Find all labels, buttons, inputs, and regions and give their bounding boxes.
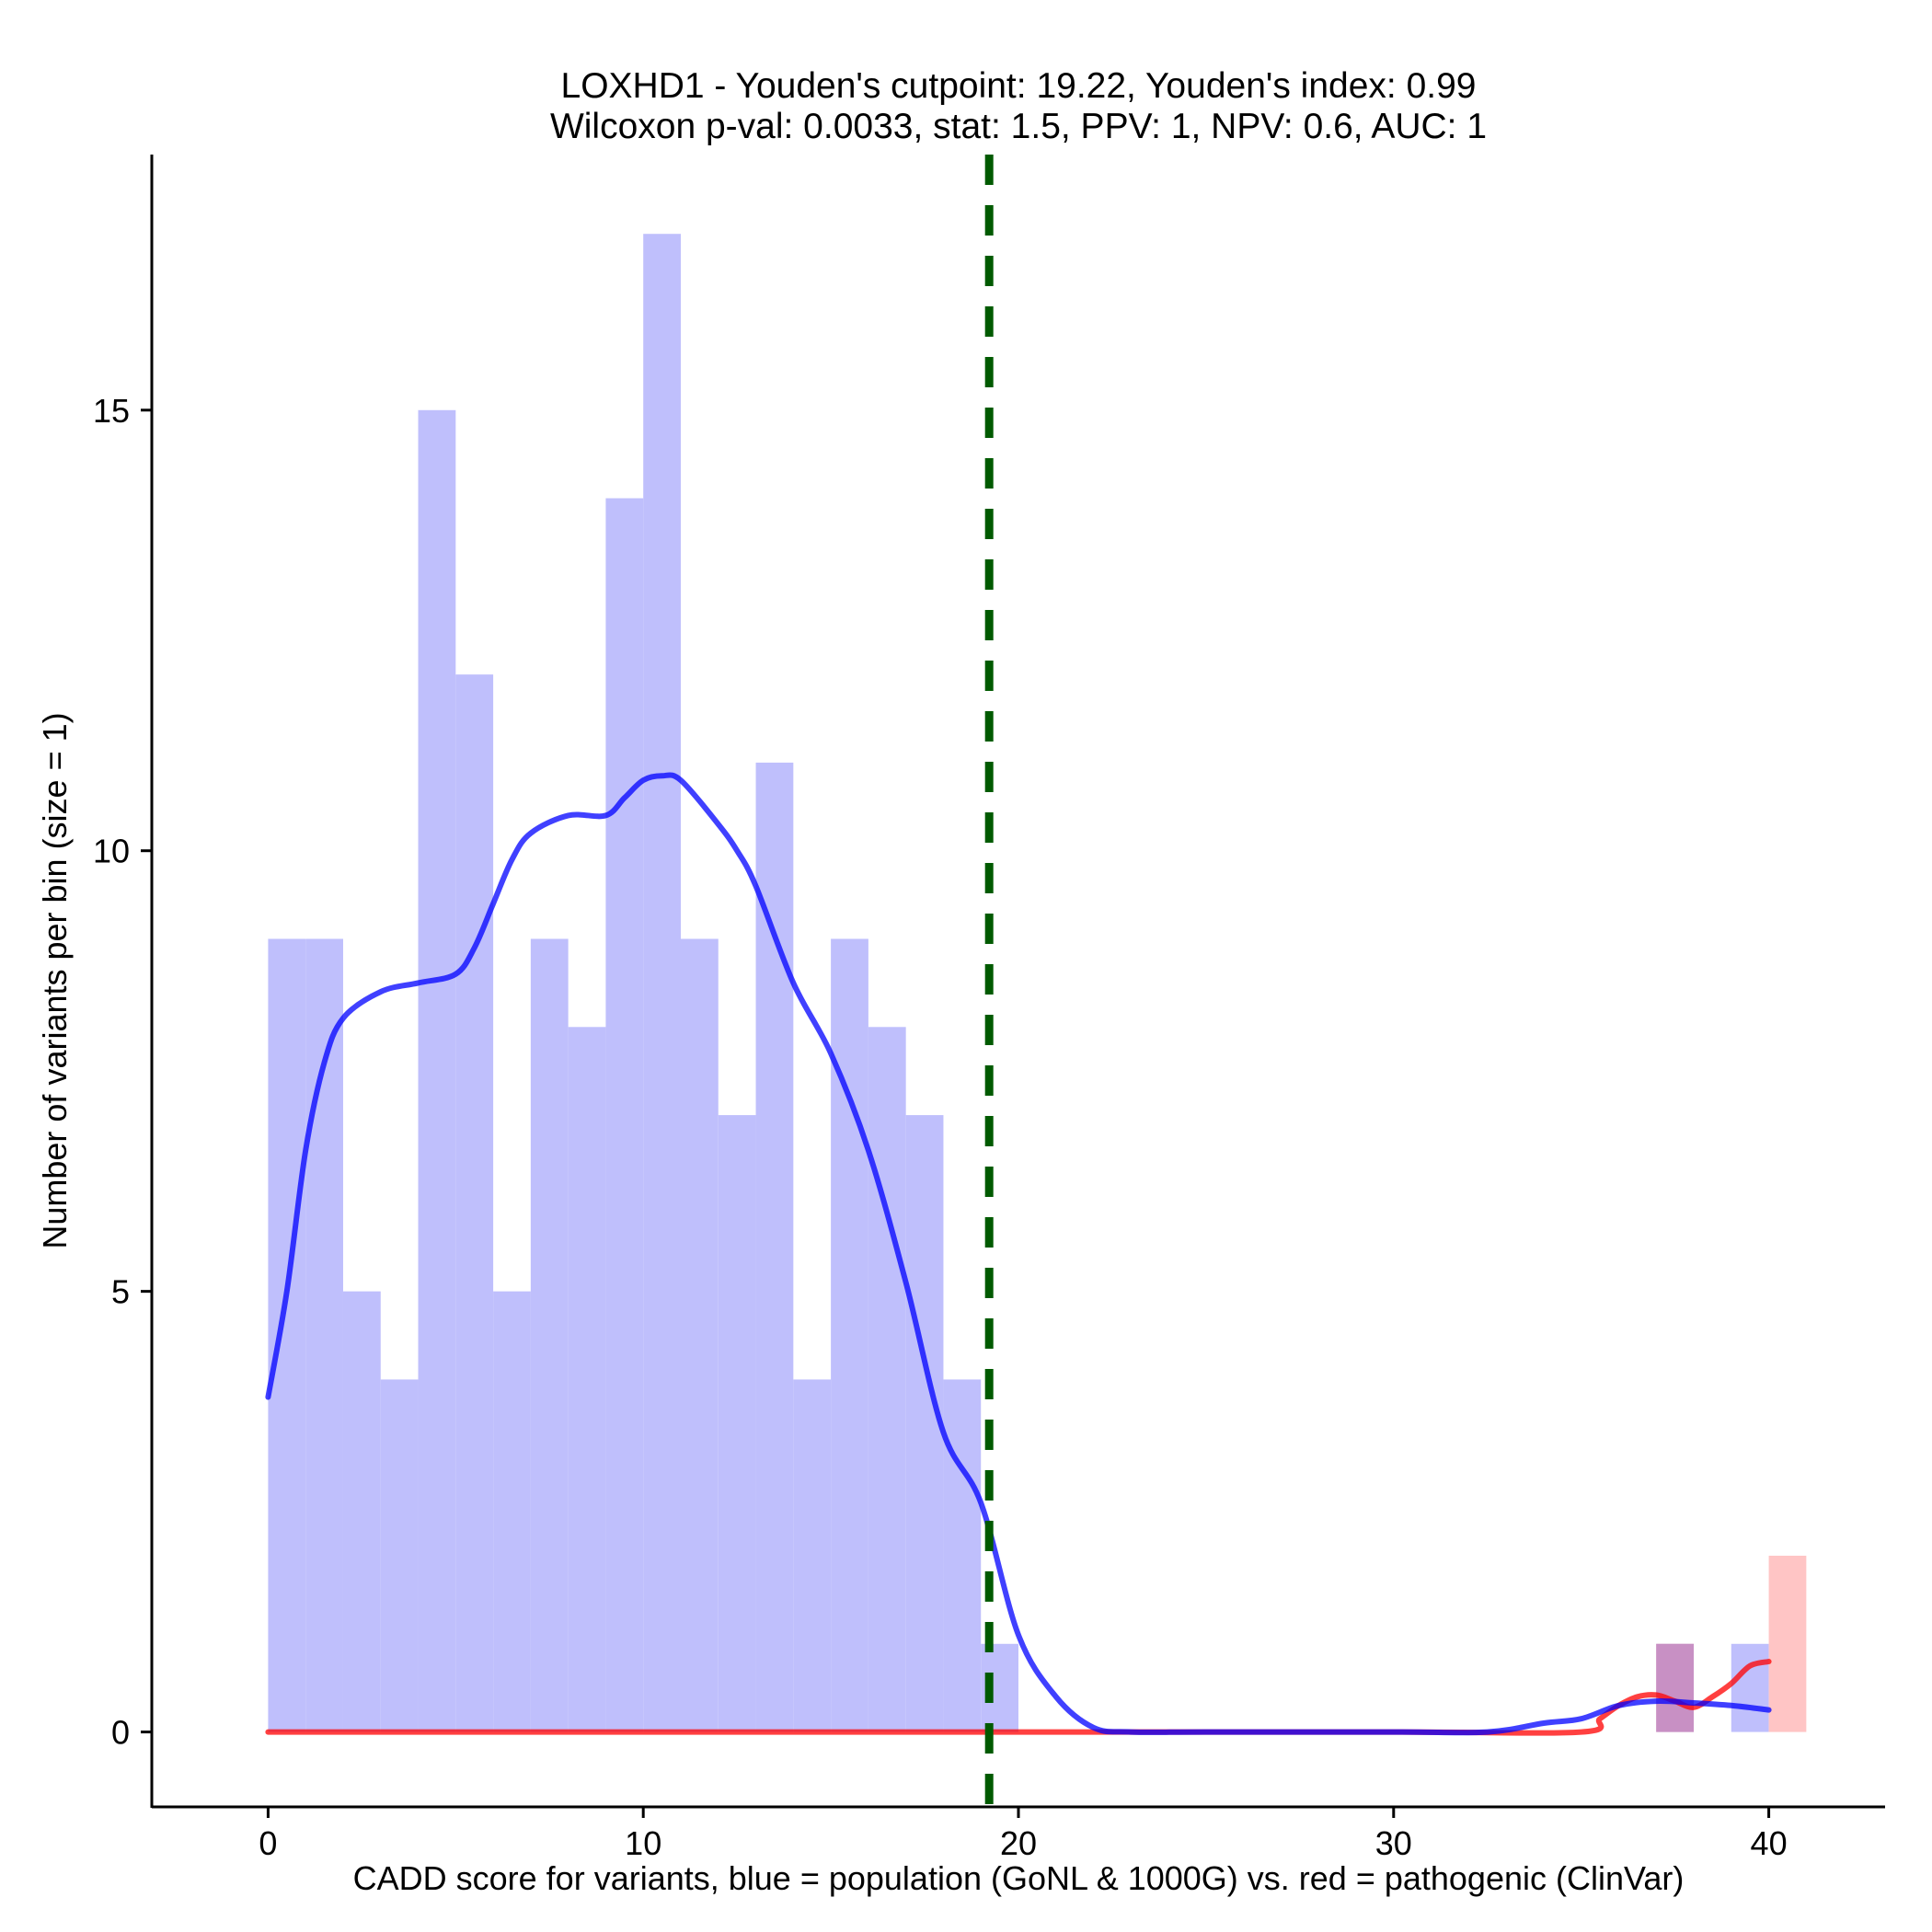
density-curves [265, 772, 1772, 1736]
x-tick-label: 20 [1000, 1824, 1037, 1862]
x-tick-label: 30 [1375, 1824, 1412, 1862]
x-axis-title: CADD score for variants, blue = populati… [353, 1859, 1685, 1897]
y-tick-label: 10 [93, 833, 130, 870]
x-tick-label: 0 [259, 1824, 277, 1862]
population-bar [868, 1027, 906, 1732]
population-bar [680, 938, 719, 1732]
pathogenic-bar [1768, 1556, 1807, 1732]
x-axis-ticks: 0 10 20 30 40 [259, 1807, 1788, 1862]
population-bar [831, 938, 868, 1732]
population-bars [268, 234, 1769, 1732]
x-tick-label: 10 [625, 1824, 661, 1862]
y-tick-label: 5 [111, 1273, 130, 1311]
population-bar [1731, 1643, 1769, 1732]
population-bar [418, 409, 456, 1732]
population-bar [380, 1379, 419, 1732]
population-bar [493, 1291, 531, 1732]
pathogenic-bars [1656, 1556, 1807, 1732]
x-tick-label: 40 [1751, 1824, 1788, 1862]
population-bar [718, 1115, 756, 1732]
y-axis-title: Number of variants per bin (size = 1) [36, 712, 74, 1248]
population-bar [568, 1027, 606, 1732]
overlap-bar [1656, 1643, 1695, 1732]
population-bar [793, 1379, 832, 1732]
population-bar [643, 234, 681, 1732]
y-tick-label: 15 [93, 392, 130, 430]
population-bar [605, 498, 644, 1732]
population-density-curve [265, 772, 1772, 1736]
population-bar [530, 938, 569, 1732]
y-axis-ticks: 0 5 10 15 [93, 392, 152, 1752]
y-tick-label: 0 [111, 1714, 130, 1752]
pathogenic-density-curve [265, 1659, 1772, 1736]
population-bar [755, 762, 794, 1732]
chart-title-line-2: Wilcoxon p-val: 0.0033, stat: 1.5, PPV: … [550, 107, 1487, 146]
population-bar [268, 938, 306, 1732]
population-bar [342, 1291, 381, 1732]
population-bar [943, 1379, 982, 1732]
population-bar [905, 1115, 944, 1732]
chart-title-line-1: LOXHD1 - Youden's cutpoint: 19.22, Youde… [561, 66, 1477, 106]
population-bar [455, 674, 494, 1732]
